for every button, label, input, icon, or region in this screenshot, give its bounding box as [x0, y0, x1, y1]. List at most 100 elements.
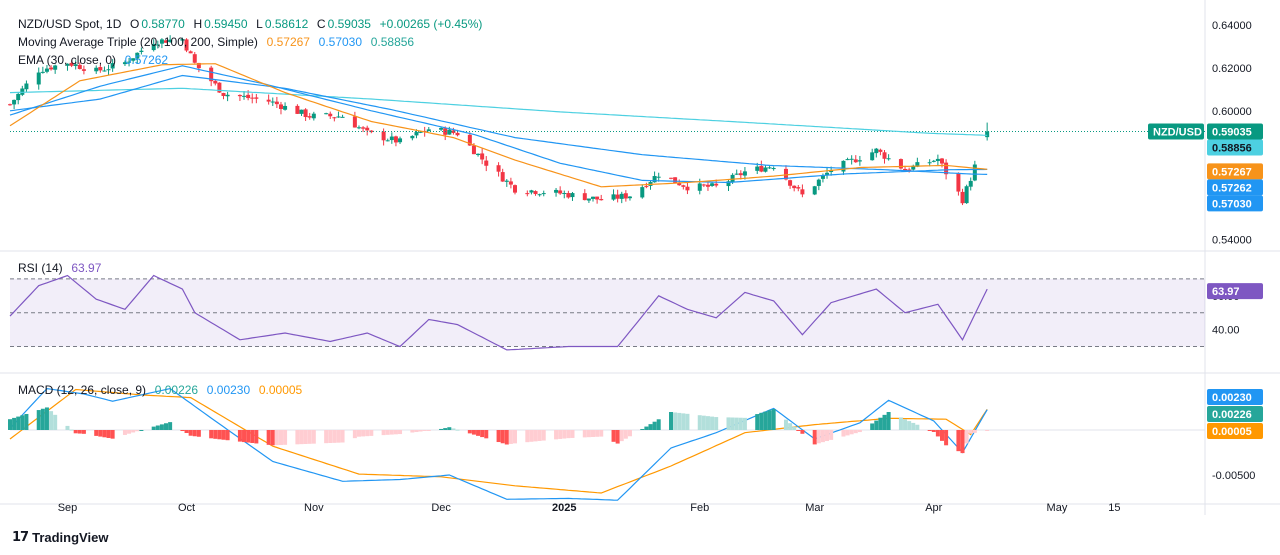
candle-body [36, 72, 41, 85]
time-tick-label: Feb [690, 502, 709, 514]
rsi-line [9, 274, 988, 351]
macd-hist-bar [878, 417, 883, 430]
candle-body [8, 104, 12, 106]
candle [964, 184, 969, 204]
macd-hist-bar [53, 414, 58, 430]
macd-hist-bar [558, 430, 563, 439]
candle [254, 94, 259, 104]
rsi-tick-label: 40.00 [1212, 325, 1240, 337]
candle [168, 35, 173, 43]
tradingview-logo-icon: 17 [12, 530, 29, 545]
macd-hist-bar [796, 430, 801, 431]
macd-hist-bar [714, 417, 719, 430]
candle [816, 178, 821, 191]
candle-body [439, 127, 444, 130]
candle [800, 184, 805, 198]
macd-hist-bar [274, 430, 279, 446]
macd-hist-bar [381, 430, 386, 436]
candle-body [829, 170, 834, 172]
candle [734, 169, 739, 175]
candle-body [49, 67, 54, 70]
candle-body [246, 94, 251, 99]
candle [681, 184, 686, 190]
ma200-tag-bg [1207, 139, 1263, 156]
macd-hist-bar [307, 430, 312, 444]
macd-hist-bar [94, 430, 99, 436]
low-key: L [256, 17, 263, 31]
macd-hist-bar [554, 430, 559, 440]
candle-body [77, 64, 82, 70]
candle [303, 108, 308, 121]
macd-hist-bar [742, 417, 747, 430]
candle [648, 180, 653, 190]
candle-body [135, 52, 140, 59]
candle [410, 135, 415, 141]
ma200-tag: 0.58856 [1207, 139, 1263, 156]
macd-hist-bar [927, 430, 932, 431]
macd-hist-bar [122, 430, 127, 435]
candle-body [221, 92, 226, 97]
candle [49, 65, 54, 71]
candle-body [414, 132, 419, 136]
ma100-tag: 0.57030 [1207, 195, 1263, 212]
macd-hist-bar [40, 408, 45, 430]
macd-hist-bar [49, 411, 54, 430]
candle-body [385, 140, 390, 142]
macd-hist-bar [8, 419, 12, 430]
candle-body [705, 184, 710, 187]
macd-legend: MACD (12, 26, close, 9) 0.00226 0.00230 … [18, 382, 304, 398]
candle [69, 60, 74, 68]
candle-body [841, 160, 846, 172]
tradingview-brand[interactable]: 17 TradingView [12, 530, 108, 545]
candle-body [504, 180, 509, 182]
macd-hist-bar [389, 430, 394, 435]
candle-body [81, 69, 86, 71]
candle-body [467, 134, 472, 146]
macd-hist-bar [295, 430, 300, 445]
macd-hist-bar [254, 430, 259, 444]
candle-body [964, 186, 969, 204]
macd-hist-bar [931, 430, 936, 432]
candle-body [340, 116, 345, 118]
candle [381, 128, 386, 146]
macd-tag-text: 0.00226 [1212, 409, 1252, 421]
close-value: 0.59035 [327, 17, 371, 31]
candle-body [935, 158, 940, 162]
candle-body [513, 185, 517, 193]
time-tick-label: Dec [431, 502, 451, 514]
candle [426, 127, 431, 132]
candle-body [20, 88, 25, 95]
macd-hist-bar [20, 415, 25, 430]
candle-body [681, 185, 686, 187]
candle-body [336, 116, 341, 118]
macd-histogram [8, 407, 990, 454]
macd-hist-bar [697, 415, 702, 430]
macd-hist-bar [500, 430, 505, 444]
candle [874, 147, 879, 158]
candle [845, 157, 850, 161]
candle [541, 190, 546, 197]
candle [476, 153, 481, 157]
candle-body [783, 168, 788, 180]
candle-body [582, 193, 587, 201]
candle [582, 189, 587, 201]
candle-body [496, 165, 501, 172]
candle-body [225, 94, 230, 97]
macd-hist-bar [225, 430, 230, 441]
candle-body [102, 70, 107, 72]
macd-hist-bar [792, 426, 797, 430]
candle [81, 65, 86, 75]
candle-body [599, 199, 604, 201]
ma100-tag-bg [1207, 195, 1263, 212]
candle-body [972, 164, 977, 181]
rsi-legend-value: 63.97 [71, 261, 102, 275]
ma20-line [9, 63, 988, 188]
macd-hist-bar [907, 421, 912, 430]
candle [221, 92, 226, 100]
rsi-legend-label: RSI (14) [18, 261, 63, 275]
candle-body [939, 158, 944, 164]
macd-hist-bar [471, 430, 476, 435]
price-tick-label: 0.54000 [1212, 234, 1252, 246]
candle-body [903, 168, 908, 171]
